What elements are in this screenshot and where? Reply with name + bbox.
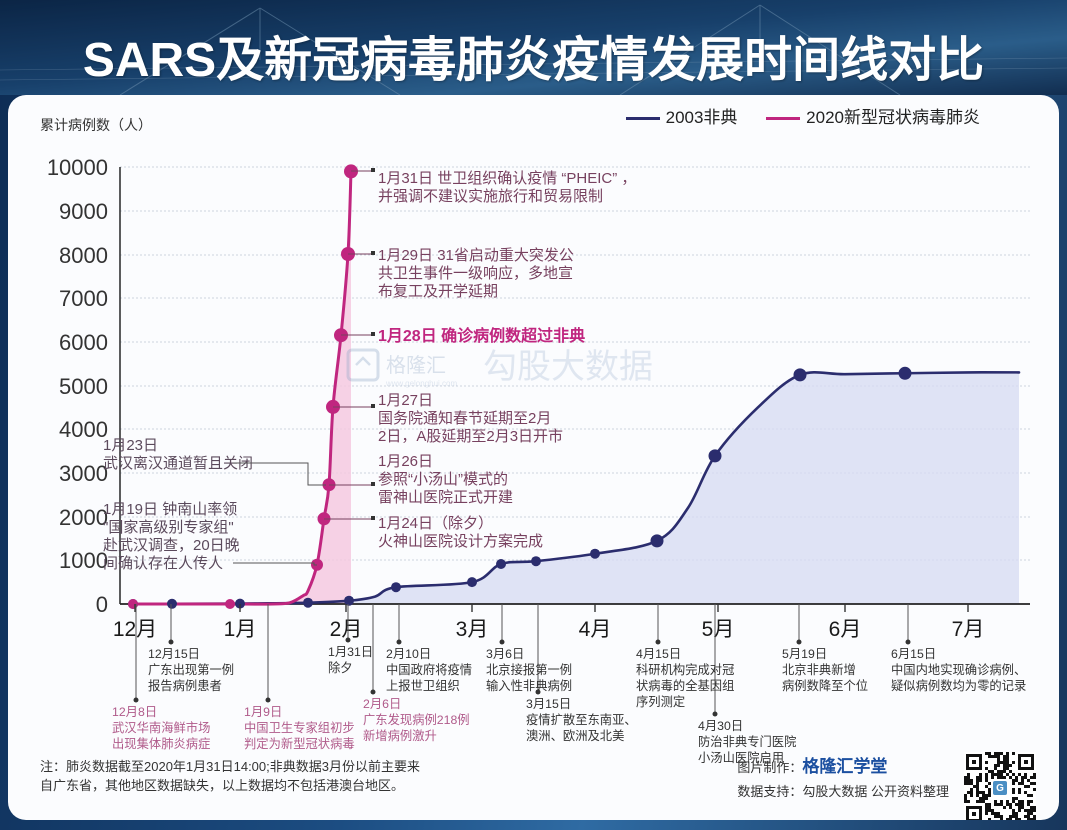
svg-text:7月: 7月 [952, 618, 985, 641]
svg-text:上报世卫组织: 上报世卫组织 [386, 678, 460, 693]
svg-text:2月: 2月 [330, 618, 363, 641]
svg-text:G: G [996, 783, 1004, 794]
svg-text:报告病例患者: 报告病例患者 [148, 678, 222, 693]
svg-text:北京非典新增: 北京非典新增 [782, 662, 856, 677]
svg-text:6月: 6月 [829, 618, 862, 641]
svg-text:科研机构完成对冠: 科研机构完成对冠 [636, 662, 734, 677]
svg-text:新增病例激升: 新增病例激升 [363, 728, 437, 743]
svg-text:共卫生事件一级响应，多地宣: 共卫生事件一级响应，多地宣 [378, 264, 573, 282]
svg-text:武汉离汉通道暂且关闭: 武汉离汉通道暂且关闭 [103, 455, 253, 472]
svg-text:中国政府将疫情: 中国政府将疫情 [386, 662, 472, 677]
svg-text:出现集体肺炎病症: 出现集体肺炎病症 [112, 736, 210, 751]
svg-text:9000: 9000 [59, 199, 108, 224]
svg-text:2000: 2000 [59, 505, 108, 530]
svg-text:参照“小汤山”模式的: 参照“小汤山”模式的 [378, 471, 508, 488]
svg-text:国务院通知春节延期至2月: 国务院通知春节延期至2月 [378, 409, 551, 427]
svg-text:12月8日: 12月8日 [112, 705, 157, 719]
svg-text:3000: 3000 [59, 461, 108, 486]
svg-text:广东出现第一例: 广东出现第一例 [148, 663, 234, 677]
svg-text:5月19日: 5月19日 [782, 647, 827, 661]
svg-text:1月24日（除夕）: 1月24日（除夕） [378, 515, 493, 532]
svg-text:www.gelonghui.com: www.gelonghui.com [385, 379, 457, 388]
svg-text:武汉华南海鲜市场: 武汉华南海鲜市场 [112, 720, 210, 735]
svg-text:并强调不建议实施旅行和贸易限制: 并强调不建议实施旅行和贸易限制 [378, 188, 603, 205]
svg-text:6月15日: 6月15日 [891, 647, 936, 661]
svg-text:状病毒的全基因组: 状病毒的全基因组 [636, 678, 734, 693]
svg-text:1月23日: 1月23日 [103, 437, 158, 454]
svg-text:1月29日 31省启动重大突发公: 1月29日 31省启动重大突发公 [378, 247, 574, 264]
svg-text:除夕: 除夕 [328, 660, 353, 675]
svg-text:防治非典专门医院: 防治非典专门医院 [698, 734, 796, 749]
svg-text:序列测定: 序列测定 [636, 694, 685, 709]
svg-text:1月28日 确诊病例数超过非典: 1月28日 确诊病例数超过非典 [378, 326, 585, 345]
svg-text:疫情扩散至东南亚、: 疫情扩散至东南亚、 [526, 712, 637, 727]
svg-text:2日，A股延期至2月3日开市: 2日，A股延期至2月3日开市 [378, 428, 563, 445]
svg-text:3月: 3月 [456, 618, 489, 641]
svg-text:间确认存在人传人: 间确认存在人传人 [103, 555, 223, 572]
svg-text:12月15日: 12月15日 [148, 647, 200, 661]
svg-text:2月6日: 2月6日 [363, 697, 401, 711]
svg-text:布复工及开学延期: 布复工及开学延期 [378, 282, 498, 300]
svg-text:1月9日: 1月9日 [244, 705, 282, 719]
svg-text:3月6日: 3月6日 [486, 647, 524, 661]
svg-text:中国内地实现确诊病例、: 中国内地实现确诊病例、 [891, 662, 1026, 677]
svg-text:格隆汇: 格隆汇 [386, 354, 446, 377]
svg-text:2月10日: 2月10日 [386, 647, 431, 661]
svg-text:北京接报第一例: 北京接报第一例 [486, 662, 572, 677]
svg-text:3月15日: 3月15日 [526, 697, 571, 711]
svg-text:5000: 5000 [59, 374, 108, 399]
svg-text:病例数降至个位: 病例数降至个位 [782, 678, 868, 693]
svg-text:"国家高级别专家组": "国家高级别专家组" [103, 519, 234, 536]
svg-text:1月31日 世卫组织确认疫情 “PHEIC” ，: 1月31日 世卫组织确认疫情 “PHEIC” ， [378, 170, 636, 187]
svg-text:4月: 4月 [579, 618, 612, 641]
svg-text:勾股大数据: 勾股大数据 [483, 348, 653, 386]
svg-text:赴武汉调查，20日晚: 赴武汉调查，20日晚 [103, 537, 240, 554]
svg-text:澳洲、欧洲及北美: 澳洲、欧洲及北美 [526, 729, 624, 743]
svg-text:中国卫生专家组初步: 中国卫生专家组初步 [244, 720, 355, 735]
svg-text:1000: 1000 [59, 548, 108, 573]
svg-text:判定为新型冠状病毒: 判定为新型冠状病毒 [244, 736, 355, 751]
svg-text:8000: 8000 [59, 243, 108, 268]
svg-text:1月31日: 1月31日 [328, 645, 373, 659]
svg-text:7000: 7000 [59, 286, 108, 311]
svg-text:1月: 1月 [224, 618, 257, 641]
svg-text:火神山医院设计方案完成: 火神山医院设计方案完成 [378, 532, 543, 550]
svg-text:雷神山医院正式开建: 雷神山医院正式开建 [378, 488, 513, 506]
svg-text:1月19日 钟南山率领: 1月19日 钟南山率领 [103, 501, 237, 518]
svg-text:输入性非典病例: 输入性非典病例 [486, 678, 572, 693]
svg-text:4月15日: 4月15日 [636, 647, 681, 661]
svg-text:广东发现病例218例: 广东发现病例218例 [363, 712, 470, 727]
svg-text:5月: 5月 [702, 618, 735, 641]
svg-text:疑似病例数均为零的记录: 疑似病例数均为零的记录 [891, 678, 1026, 693]
svg-text:0: 0 [96, 592, 108, 617]
svg-text:1月27日: 1月27日 [378, 392, 433, 409]
svg-text:10000: 10000 [47, 155, 108, 180]
svg-text:4月30日: 4月30日 [698, 719, 743, 733]
svg-text:4000: 4000 [59, 417, 108, 442]
svg-text:1月26日: 1月26日 [378, 453, 433, 470]
svg-text:12月: 12月 [113, 618, 157, 641]
svg-text:6000: 6000 [59, 330, 108, 355]
